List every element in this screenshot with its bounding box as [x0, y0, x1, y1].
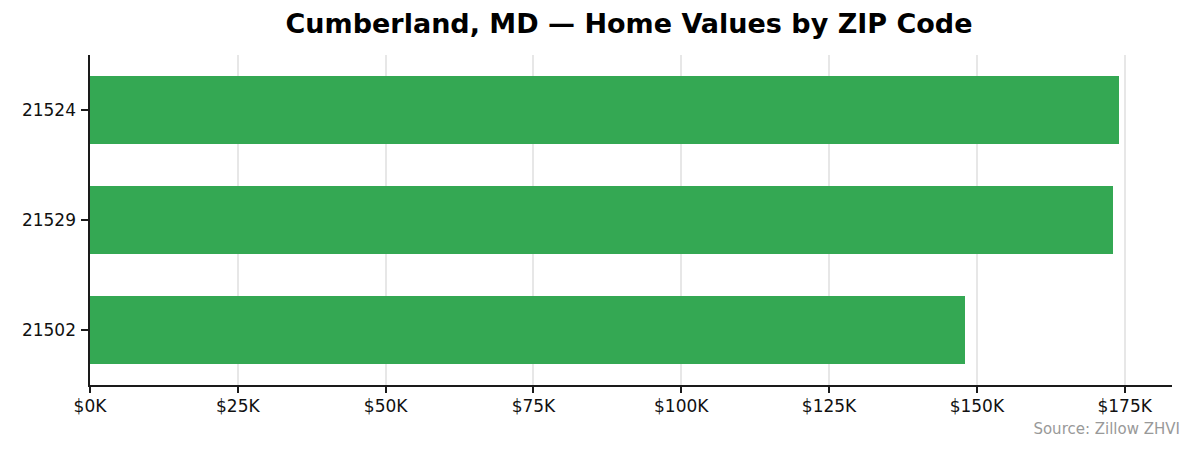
gridline [1124, 55, 1126, 385]
y-tick-mark [81, 219, 88, 221]
x-tick-label: $150K [950, 396, 1004, 416]
y-tick-label: 21502 [0, 319, 76, 341]
chart-title: Cumberland, MD — Home Values by ZIP Code [88, 8, 1170, 40]
x-tick-label: $100K [654, 396, 708, 416]
x-tick-mark [532, 387, 534, 393]
home-values-bar-chart: Cumberland, MD — Home Values by ZIP Code… [0, 0, 1195, 455]
x-tick-label: $0K [74, 396, 107, 416]
plot-area [88, 55, 1172, 387]
y-tick-label: 21524 [0, 99, 76, 121]
x-tick-label: $50K [364, 396, 408, 416]
x-tick-label: $25K [216, 396, 260, 416]
x-tick-mark [680, 387, 682, 393]
x-tick-mark [89, 387, 91, 393]
x-tick-mark [976, 387, 978, 393]
bar-21529 [90, 186, 1113, 253]
x-tick-mark [385, 387, 387, 393]
source-note: Source: Zillow ZHVI [1033, 420, 1180, 438]
y-tick-mark [81, 329, 88, 331]
x-tick-label: $75K [512, 396, 556, 416]
x-tick-label: $125K [802, 396, 856, 416]
y-axis-labels: 21524 21529 21502 [0, 55, 76, 385]
x-tick-mark [237, 387, 239, 393]
x-axis-ticks [90, 387, 1172, 394]
x-tick-mark [1124, 387, 1126, 393]
x-axis-labels: $0K$25K$50K$75K$100K$125K$150K$175K [90, 396, 1172, 418]
bar-21502 [90, 296, 965, 363]
y-tick-mark [81, 109, 88, 111]
y-tick-label: 21529 [0, 209, 76, 231]
bar-21524 [90, 76, 1119, 143]
x-tick-mark [828, 387, 830, 393]
y-axis-ticks [81, 55, 88, 385]
x-tick-label: $175K [1097, 396, 1151, 416]
